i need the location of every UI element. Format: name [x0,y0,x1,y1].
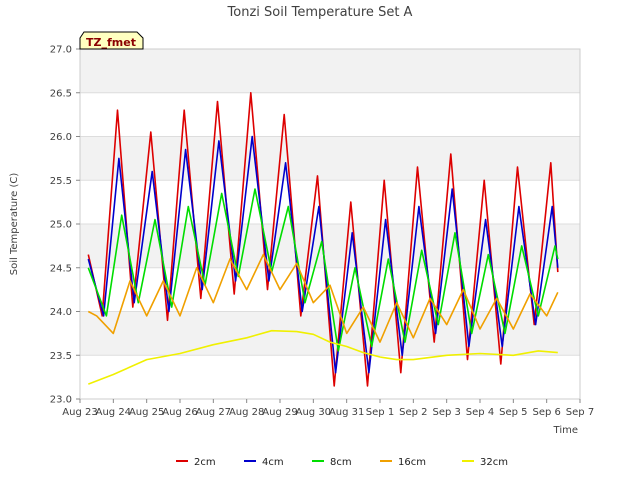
legend-label-8cm: 8cm [330,457,352,468]
y-tick-label: 23.5 [50,351,72,362]
plot-band [80,136,580,181]
series-line-16cm [87,253,559,343]
x-tick-label: Aug 23 [62,407,97,418]
x-tick-label: Aug 24 [96,407,131,418]
x-tick-label: Sep 6 [532,407,560,418]
y-tick-label: 25.0 [50,220,72,231]
x-tick-label: Sep 5 [499,407,527,418]
series-lines [87,92,559,387]
plot-band [80,224,580,268]
x-tick-label: Aug 25 [129,407,164,418]
plot-band [80,92,580,137]
x-tick-label: Aug 27 [196,407,231,418]
x-tick-label: Aug 29 [262,407,297,418]
x-tick-label: Aug 28 [229,407,264,418]
chart-title: Tonzi Soil Temperature Set A [227,5,413,20]
x-tick-label: Sep 1 [366,407,394,418]
series-line-32cm [88,329,558,385]
x-tick-label: Sep 2 [399,407,427,418]
legend-label-32cm: 32cm [480,457,508,468]
x-tick-label: Aug 30 [296,407,331,418]
legend-label-2cm: 2cm [194,457,216,468]
annotation-shape [79,31,144,50]
y-tick-label: 26.0 [50,132,72,143]
annotation-box: TZ_fmet [79,31,144,50]
plot-band [80,49,580,93]
legend-label-4cm: 4cm [262,457,284,468]
y-tick-label: 24.0 [50,307,72,318]
x-tick-label: Sep 7 [566,407,594,418]
y-tick-label: 27.0 [50,45,72,56]
plot-band [80,355,580,399]
x-tick-label: Sep 4 [466,407,494,418]
y-tick-label: 23.0 [50,395,72,406]
x-tick-label: Aug 31 [329,407,364,418]
x-axis-label: Time [553,425,578,436]
y-tick-label: 25.5 [50,176,72,187]
plot-band [80,180,580,224]
y-axis: 23.0 23.5 24.0 24.5 25.0 25.5 26.0 26.5 27.0 [50,45,80,406]
x-tick-label: Sep 3 [432,407,460,418]
plot-band [80,267,580,312]
legend: 2cm 4cm 8cm 16cm 32cm [176,457,508,468]
annotation-label: TZ_fmet [86,36,136,49]
y-tick-label: 24.5 [50,263,72,274]
y-axis-label: Soil Temperature (C) [9,173,20,276]
x-tick-label: Aug 26 [162,407,197,418]
legend-label-16cm: 16cm [398,457,426,468]
y-tick-label: 26.5 [50,88,72,99]
